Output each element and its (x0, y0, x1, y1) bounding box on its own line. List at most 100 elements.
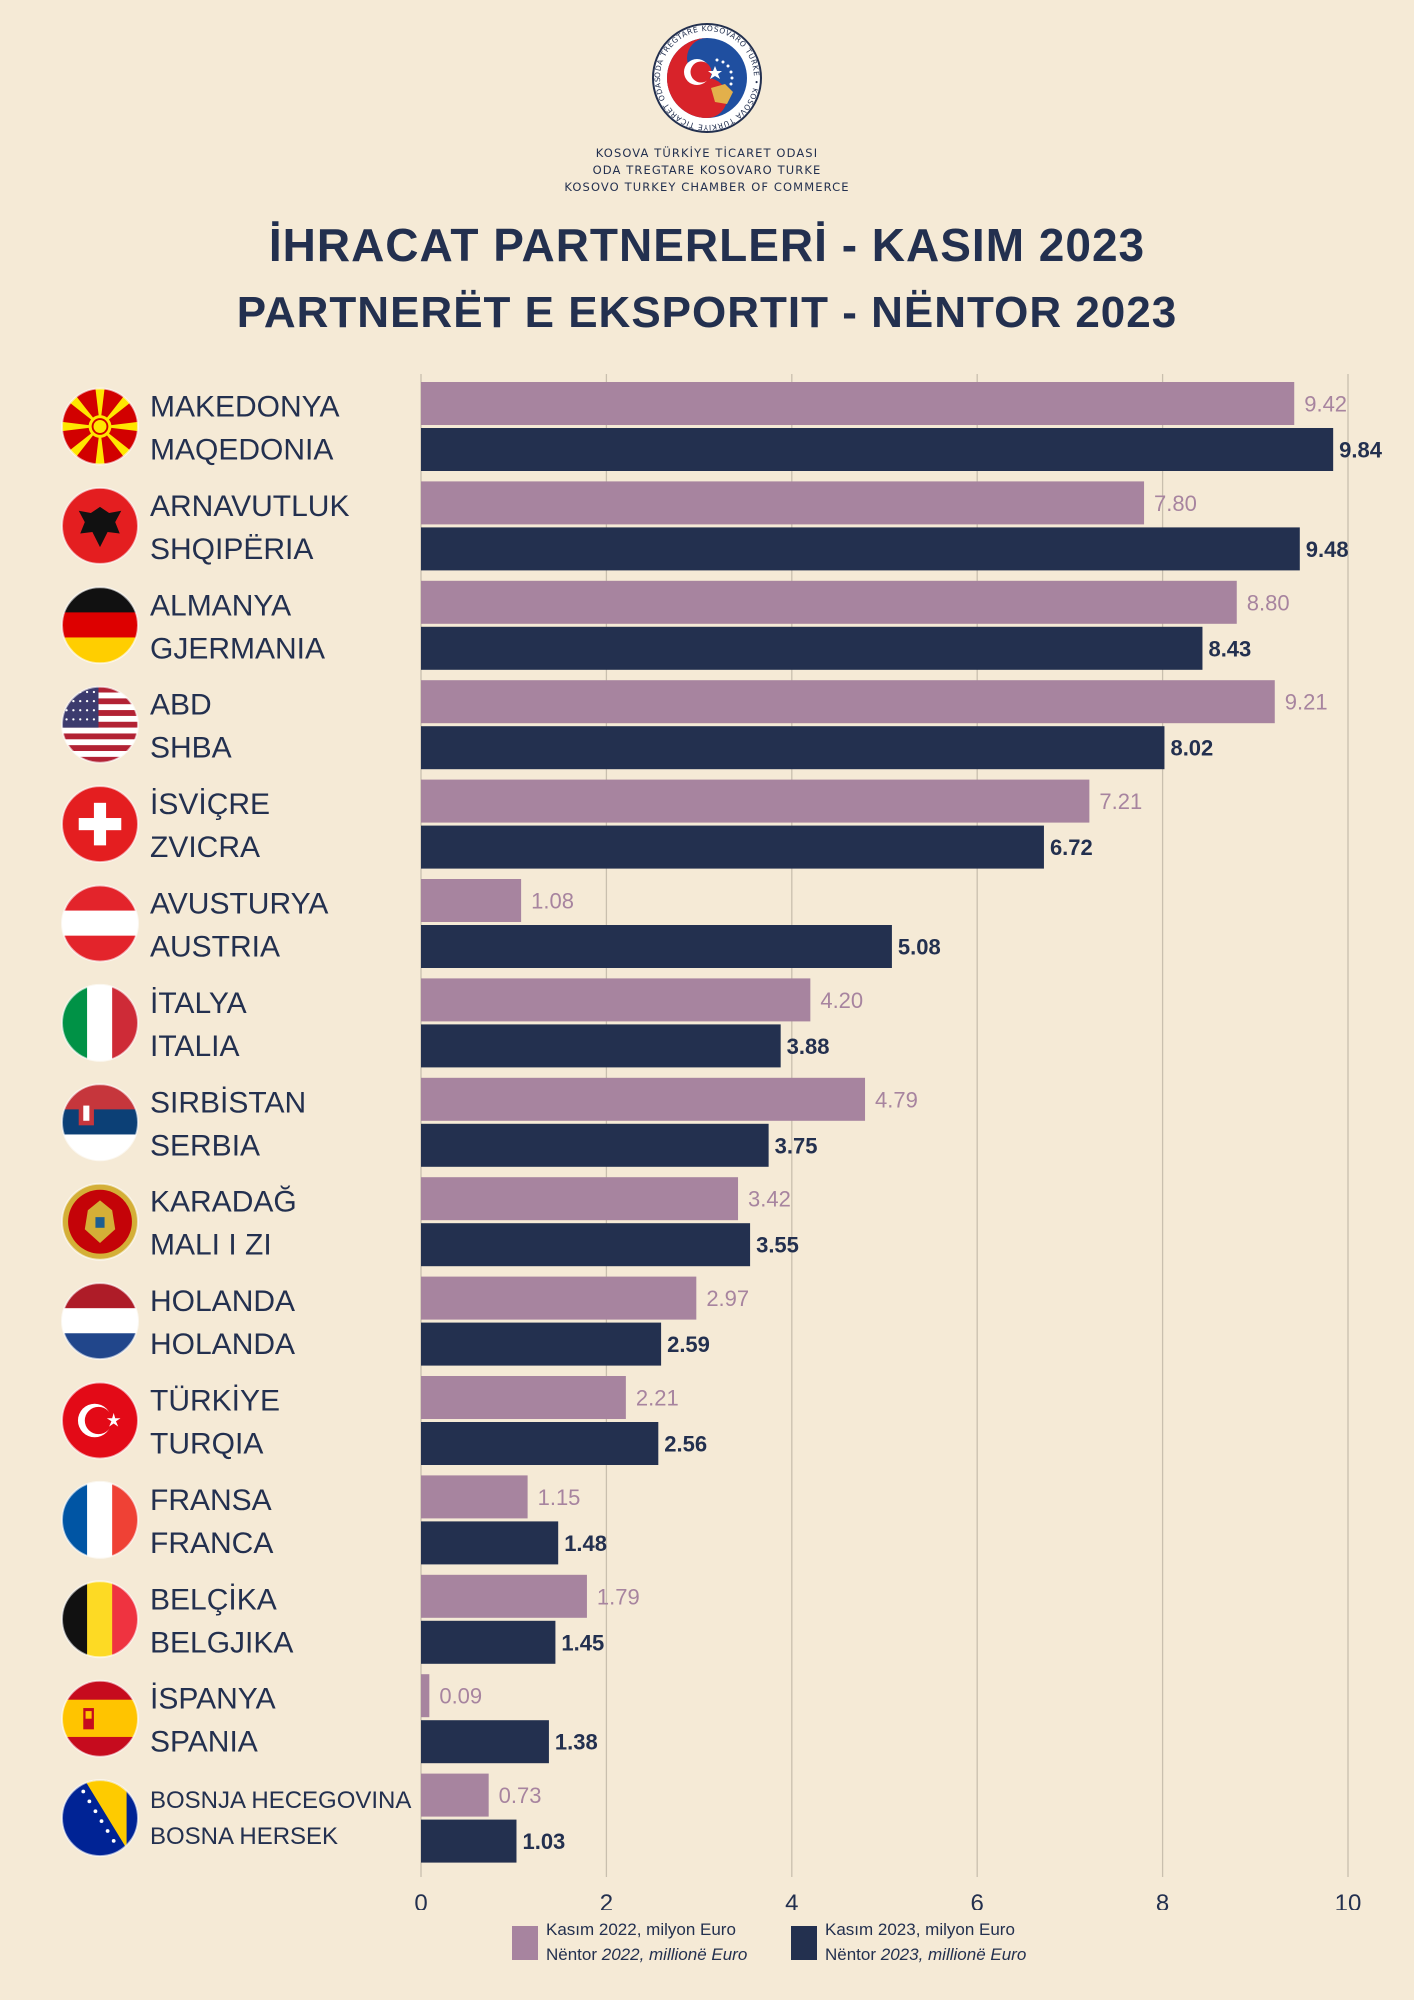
serbia-flag-icon (62, 1084, 138, 1161)
bar-2022 (421, 1574, 587, 1618)
bar-2022 (421, 1475, 528, 1519)
data-label-2023: 1.48 (564, 1531, 607, 1556)
data-label-2022: 1.79 (597, 1584, 640, 1609)
legend-item-2023: Kasım 2023, milyon Euro Nëntor 2023, mil… (791, 1918, 1026, 1967)
country-name-sq: SERBIA (150, 1129, 260, 1162)
bar-2023 (421, 726, 1165, 770)
x-tick-label: 6 (971, 1890, 984, 1910)
legend-item-2022: Kasım 2022, milyon Euro Nëntor 2022, mil… (512, 1918, 747, 1967)
bar-2022 (421, 382, 1295, 425)
country-name-sq: SHQIPËRIA (150, 533, 313, 566)
country-name-tr: İSVİÇRE (150, 788, 270, 821)
org-name-sq: ODA TREGTARE KOSOVARO TURKE (592, 163, 822, 177)
bar-2022 (421, 1773, 489, 1817)
bar-2022 (421, 1376, 626, 1419)
country-name-sq: GJERMANIA (150, 632, 325, 665)
bar-2022 (421, 1674, 430, 1718)
bar-2022 (421, 1177, 739, 1221)
data-label-2022: 4.20 (820, 988, 863, 1013)
legend-label-2022-sq: Nëntor 2022, millionë Euro (546, 1944, 748, 1964)
data-label-2022: 7.80 (1154, 491, 1197, 516)
data-label-2022: 8.80 (1247, 590, 1290, 615)
country-name-tr: TÜRKİYE (150, 1385, 280, 1418)
legend-label-2023-tr: Kasım 2023, milyon Euro (825, 1920, 1015, 1939)
bar-2022 (421, 879, 522, 922)
data-label-2023: 3.55 (756, 1233, 799, 1258)
data-label-2022: 9.21 (1285, 690, 1328, 715)
data-label-2022: 9.42 (1304, 392, 1347, 417)
data-label-2022: 1.15 (538, 1485, 581, 1510)
legend-swatch-2023 (791, 1925, 817, 1960)
x-tick-label: 10 (1335, 1890, 1362, 1910)
bar-2022 (421, 481, 1145, 525)
country-name-sq: BOSNA HERSEK (150, 1823, 338, 1850)
bar-2022 (421, 779, 1090, 823)
country-name-sq: HOLANDA (150, 1328, 295, 1361)
data-label-2022: 4.79 (875, 1087, 918, 1112)
bar-2023 (421, 428, 1334, 471)
country-name-tr: ALMANYA (150, 589, 291, 622)
country-name-tr: SIRBİSTAN (150, 1086, 306, 1119)
flag-rim (61, 1182, 139, 1261)
country-name-sq: SHBA (150, 732, 232, 765)
montenegro-flag-icon (62, 1183, 138, 1260)
x-tick-label: 8 (1156, 1890, 1169, 1910)
org-name-tr: KOSOVA TÜRKİYE TİCARET ODASI (595, 146, 819, 160)
country-name-tr: İTALYA (150, 987, 247, 1020)
x-tick-label: 2 (600, 1890, 613, 1910)
bar-2023 (421, 1422, 659, 1465)
data-label-2023: 8.02 (1170, 736, 1213, 761)
country-name-tr: FRANSA (150, 1484, 272, 1517)
country-name-tr: MAKEDONYA (150, 391, 339, 424)
data-label-2022: 7.21 (1099, 789, 1142, 814)
country-name-sq: AUSTRIA (150, 931, 280, 964)
data-label-2022: 0.73 (499, 1783, 542, 1808)
country-name-tr: BOSNJA HECEGOVINA (150, 1787, 411, 1814)
data-label-2023: 5.08 (898, 935, 941, 960)
italy-flag-icon (62, 984, 138, 1061)
chamber-logo: ODA TREGTARE KOSOVARO TURKE • KOSOVA TÜR… (0, 15, 1414, 139)
data-label-2023: 1.45 (561, 1630, 604, 1655)
bar-2022 (421, 680, 1275, 724)
bar-2023 (421, 825, 1044, 869)
flag-rim (61, 486, 139, 565)
export-partners-bar-chart: 0 2 4 6 8 10 MAKEDONYA MAQEDONIA 9.42 9.84 ARNAVUT… (61, 374, 1383, 1910)
country-name-sq: ZVICRA (150, 831, 260, 864)
x-tick-label: 4 (785, 1890, 798, 1910)
title-turkish: İHRACAT PARTNERLERİ - KASIM 2023 (268, 219, 1146, 271)
country-name-tr: AVUSTURYA (150, 888, 328, 921)
bar-2023 (421, 1620, 556, 1664)
bar-2023 (421, 1322, 662, 1366)
bar-2023 (421, 1223, 751, 1267)
flag-rim (61, 884, 139, 963)
bar-2023 (421, 626, 1203, 670)
flag-rim (61, 1480, 139, 1559)
data-label-2023: 8.43 (1208, 636, 1251, 661)
flag-rim (61, 785, 139, 864)
flag-rim (61, 1083, 139, 1162)
data-label-2023: 1.38 (555, 1730, 598, 1755)
data-label-2023: 2.56 (664, 1432, 707, 1457)
flag-rim (61, 1779, 139, 1858)
bar-2023 (421, 1819, 517, 1863)
data-label-2023: 1.03 (522, 1829, 565, 1854)
data-label-2023: 6.72 (1050, 835, 1093, 860)
albania-flag-icon (62, 487, 138, 564)
bar-2023 (421, 1720, 549, 1764)
switzerland-flag-icon (62, 786, 138, 863)
bar-2022 (421, 978, 811, 1022)
data-label-2022: 1.08 (531, 889, 574, 914)
data-label-2023: 3.88 (787, 1034, 830, 1059)
flag-rim (61, 1282, 139, 1361)
north-macedonia-flag-icon (62, 388, 138, 465)
country-name-sq: MAQEDONIA (150, 434, 333, 467)
flag-rim (61, 387, 139, 466)
data-label-2022: 0.09 (439, 1684, 482, 1709)
country-name-tr: KARADAĞ (150, 1186, 297, 1219)
data-label-2023: 9.84 (1339, 438, 1383, 463)
title-albanian: PARTNERËT E EKSPORTIT - NËNTOR 2023 (236, 288, 1178, 337)
data-label-2023: 3.75 (775, 1133, 818, 1158)
bar-2022 (421, 1077, 866, 1121)
country-name-sq: MALI I ZI (150, 1229, 272, 1262)
legend-label-2022-tr: Kasım 2022, milyon Euro (546, 1920, 736, 1939)
